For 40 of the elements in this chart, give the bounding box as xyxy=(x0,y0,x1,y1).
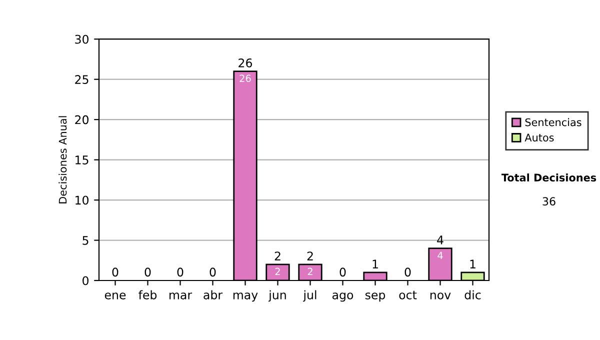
x-tick-label: feb xyxy=(138,290,157,300)
x-tick-label: ago xyxy=(332,292,354,302)
total-label: 1 xyxy=(470,260,476,268)
total-label: 1 xyxy=(372,260,378,268)
total-label: 4 xyxy=(437,236,444,244)
total-label: 2 xyxy=(307,252,313,260)
y-tick-label: 0 xyxy=(82,276,88,286)
total-label: 0 xyxy=(112,268,118,277)
x-tick-label: jul xyxy=(303,290,316,302)
legend-label: Sentencias xyxy=(525,118,582,126)
x-tick-label: abr xyxy=(204,290,223,300)
total-label: 0 xyxy=(404,268,411,277)
y-tick-label: 20 xyxy=(75,115,88,124)
y-tick-label: 15 xyxy=(76,156,88,164)
y-tick-label: 30 xyxy=(75,34,88,44)
total-label: 0 xyxy=(144,268,151,277)
data-label: 2 xyxy=(308,268,312,276)
x-tick-label: may xyxy=(233,292,258,302)
total-label: 2 xyxy=(274,252,280,260)
data-label: 26 xyxy=(240,74,251,82)
x-tick-label: nov xyxy=(430,292,451,300)
x-tick-label: dic xyxy=(464,290,481,300)
y-axis-title: Decisiones Anual xyxy=(58,116,67,204)
total-label: 26 xyxy=(238,58,252,68)
total-label: 0 xyxy=(340,268,346,277)
y-tick-label: 10 xyxy=(76,196,88,205)
x-tick-label: mar xyxy=(170,292,192,300)
x-tick-label: sep xyxy=(365,292,386,302)
x-tick-label: jun xyxy=(268,290,286,302)
data-label: 4 xyxy=(438,252,443,259)
x-tick-label: ene xyxy=(104,292,126,300)
total-label: 0 xyxy=(177,268,184,277)
legend-label: Autos xyxy=(524,134,554,142)
x-tick-label: oct xyxy=(399,290,417,300)
y-tick-label: 25 xyxy=(75,75,88,84)
text: Total Decisiones xyxy=(501,173,596,182)
text: 36 xyxy=(542,197,556,206)
y-tick-label: 5 xyxy=(82,236,88,245)
data-label: 2 xyxy=(275,268,280,276)
total-label: 0 xyxy=(210,268,216,277)
